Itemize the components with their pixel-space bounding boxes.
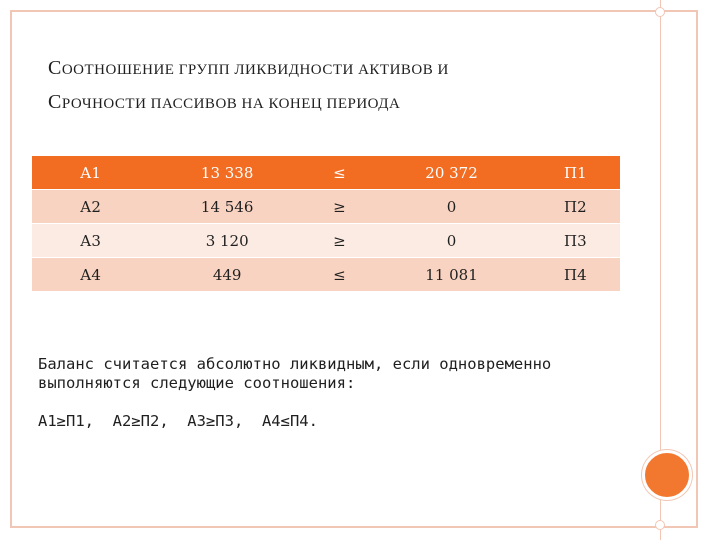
liquidity-note: Баланс считается абсолютно ликвидным, ес… <box>38 336 628 450</box>
liability-group: П1 <box>530 156 620 190</box>
table-row: А1 13 338 ≤ 20 372 П1 <box>32 156 620 190</box>
liability-group: П2 <box>530 189 620 224</box>
asset-value: 14 546 <box>148 189 307 224</box>
table-row: А4 449 ≤ 11 081 П4 <box>32 257 620 291</box>
note-conditions: А1≥П1, А2≥П2, А3≥П3, А4≤П4. <box>38 412 318 430</box>
asset-group: А2 <box>32 189 148 224</box>
liability-value: 11 081 <box>372 257 531 291</box>
decor-circle <box>642 450 692 500</box>
asset-value: 449 <box>148 257 307 291</box>
comparison-sign: ≤ <box>306 156 373 190</box>
liability-group: П3 <box>530 223 620 258</box>
table-row: А3 3 120 ≥ 0 П3 <box>32 223 620 258</box>
asset-group: А4 <box>32 257 148 291</box>
asset-group: А3 <box>32 223 148 258</box>
title-line-2: срочности пассивов на конец периода <box>48 91 401 113</box>
liability-value: 0 <box>372 189 531 224</box>
slide-frame <box>10 10 698 528</box>
comparison-sign: ≥ <box>306 189 373 224</box>
table-row: А2 14 546 ≥ 0 П2 <box>32 189 620 224</box>
asset-value: 13 338 <box>148 156 307 190</box>
liability-value: 20 372 <box>372 156 531 190</box>
decor-dot-top <box>655 7 665 17</box>
asset-group: А1 <box>32 156 148 190</box>
title-line-1: Соотношение групп ликвидности активов и <box>48 57 449 79</box>
liability-group: П4 <box>530 257 620 291</box>
decor-dot-bottom <box>655 520 665 530</box>
liquidity-table: А1 13 338 ≤ 20 372 П1 А2 14 546 ≥ 0 П2 А… <box>32 156 620 291</box>
asset-value: 3 120 <box>148 223 307 258</box>
note-text: Баланс считается абсолютно ликвидным, ес… <box>38 355 552 392</box>
comparison-sign: ≤ <box>306 257 373 291</box>
comparison-sign: ≥ <box>306 223 373 258</box>
slide-title: Соотношение групп ликвидности активов и … <box>48 52 608 120</box>
vertical-rule <box>660 0 661 540</box>
liability-value: 0 <box>372 223 531 258</box>
